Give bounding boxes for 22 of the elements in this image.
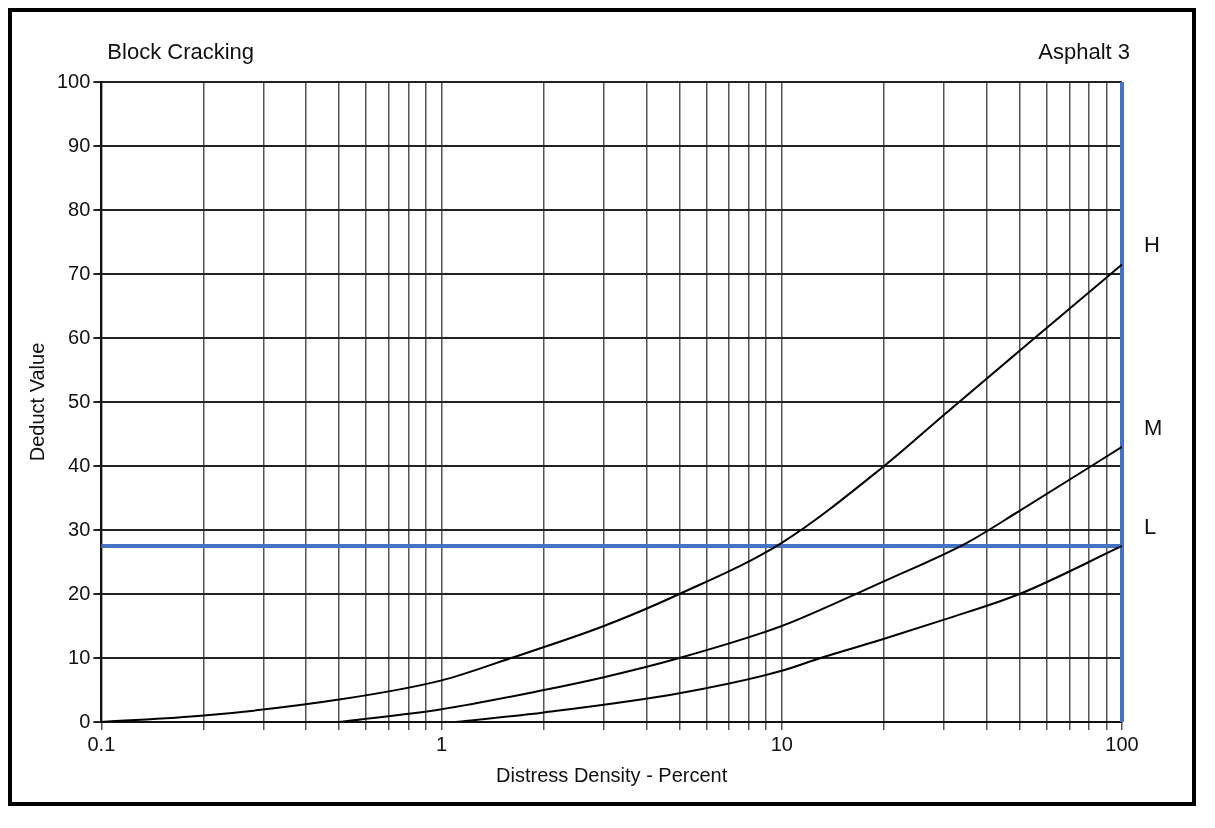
y-tick-label: 100	[56, 69, 91, 92]
x-axis-title: Distress Density - Percent	[496, 763, 728, 786]
y-tick-label: 80	[68, 197, 91, 220]
y-tick-label: 10	[68, 645, 91, 668]
y-tick-label: 70	[68, 261, 91, 284]
y-tick-label: 50	[68, 389, 91, 412]
x-tick-label: 10	[770, 732, 793, 755]
chart-title: Block Cracking	[107, 39, 255, 65]
y-tick-label: 60	[68, 325, 91, 348]
series-label: L	[1144, 514, 1157, 540]
y-tick-label: 90	[68, 133, 91, 156]
series-label: M	[1144, 414, 1163, 440]
y-tick-label: 0	[79, 709, 91, 732]
chart-subtitle: Asphalt 3	[1038, 39, 1130, 65]
y-axis-title: Deduct Value	[25, 342, 48, 462]
series-label: H	[1144, 232, 1160, 258]
y-tick-label: 30	[68, 517, 91, 540]
y-tick-label: 20	[68, 581, 91, 604]
y-tick-label: 40	[68, 453, 91, 476]
x-tick-label: 1	[436, 732, 448, 755]
x-tick-label: 0.1	[87, 732, 116, 755]
x-tick-label: 100	[1105, 732, 1139, 755]
